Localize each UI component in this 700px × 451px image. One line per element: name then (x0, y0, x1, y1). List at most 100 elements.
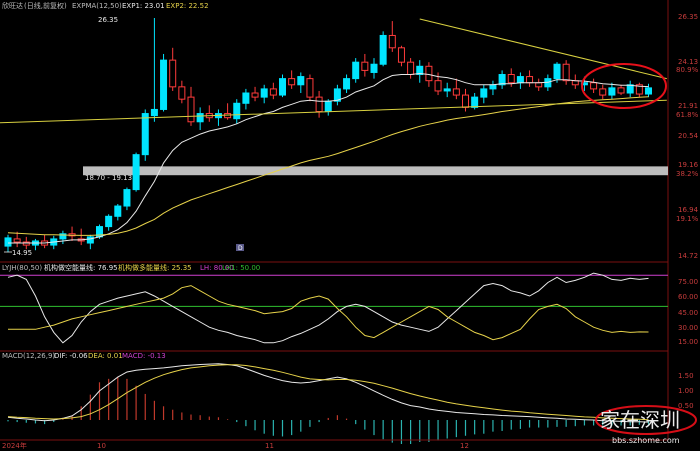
ema-indicator-label: EXPMA(12,50) (72, 2, 122, 10)
gap-zone-band (83, 166, 668, 176)
low-price-label: 14.95 (12, 249, 32, 257)
candle-down (361, 61, 369, 71)
candle-down (599, 88, 607, 96)
ema-slow-line (7, 96, 649, 236)
candle-down (22, 241, 30, 246)
axis-label-fib: 38.2% (676, 170, 699, 178)
resistance-trendline (419, 18, 667, 80)
exp1-value: EXP1: 23.01 (122, 2, 165, 10)
candle-up (608, 87, 616, 96)
candle-up (480, 88, 488, 98)
support-trendline (0, 99, 667, 124)
candle-down (397, 47, 405, 63)
axis-label-price: 16.94 (678, 206, 699, 214)
candle-up (150, 108, 158, 117)
candle-up (343, 78, 351, 90)
candle-up (114, 205, 122, 217)
candle-up (242, 92, 250, 104)
event-marker-letter: D (238, 245, 243, 252)
candle-down (571, 80, 579, 86)
candle-down (13, 238, 21, 243)
highlight-circle (581, 63, 667, 109)
macd-dif-label: DIF: -0.06 (54, 352, 88, 360)
candle-down (452, 88, 460, 96)
candle-up (416, 65, 424, 76)
x-axis-label: 12 (460, 442, 469, 450)
event-marker[interactable] (236, 244, 244, 251)
candle-down (407, 61, 415, 76)
axis-label-price: 20.54 (678, 132, 699, 140)
candle-up (59, 233, 67, 240)
candle-down (434, 80, 442, 92)
axis-label-fib: 61.8% (676, 111, 699, 119)
axis-label-price: 21.91 (678, 102, 698, 110)
candle-down (388, 34, 396, 49)
candle-up (260, 88, 268, 98)
candle-up (516, 76, 524, 84)
x-axis-label: 10 (97, 442, 106, 450)
candle-up (279, 78, 286, 96)
lyjh-axis-label: 60.00 (678, 293, 698, 301)
candle-up (645, 87, 652, 95)
lyjh-lh-label: LH: 80.00 (200, 264, 234, 272)
macd-dea-line (7, 364, 649, 421)
lyjh-lh1-label: LH1: 50.00 (222, 264, 260, 272)
candle-up (123, 189, 131, 207)
candle-up (132, 154, 140, 191)
candle-up (233, 102, 241, 120)
axis-label-fib: 19.1% (676, 215, 699, 223)
high-price-label: 26.35 (98, 16, 118, 24)
axis-label-price: 24.13 (678, 58, 698, 66)
macd-axis-label: 0.50 (678, 402, 694, 410)
candle-up (141, 113, 149, 156)
candle-up (443, 88, 451, 92)
candle-up (370, 63, 378, 73)
candle-up (553, 63, 561, 80)
candle-down (617, 87, 625, 94)
watermark-logo: 家在深圳 bbs.szhome.com (595, 405, 697, 445)
axis-label-price: 26.35 (678, 13, 698, 21)
candle-up (86, 236, 94, 244)
lyjh-short-line-label: 机构做空能量线: 76.95 (44, 263, 118, 272)
macd-dif-line (7, 363, 649, 423)
axis-label-price: 19.16 (678, 161, 699, 169)
candle-down (526, 76, 534, 84)
period-note: (日线,前复权) (24, 1, 67, 10)
candle-down (169, 59, 177, 88)
lyjh-short-energy-line (7, 272, 649, 344)
candle-up (4, 237, 12, 247)
x-axis-label: 11 (265, 442, 274, 450)
x-axis-label: 2024年 (2, 441, 27, 450)
candle-down (535, 82, 543, 88)
lyjh-axis-label: 75.00 (678, 278, 698, 286)
macd-value-label: MACD: -0.13 (122, 352, 166, 360)
lyjh-title: LYJH(80,50) (2, 264, 42, 272)
candle-up (352, 61, 360, 80)
candle-down (635, 84, 643, 95)
lyjh-axis-label: 45.00 (678, 309, 698, 317)
lyjh-long-energy-line (8, 285, 649, 341)
candle-down (462, 94, 469, 108)
watermark-text: 家在深圳 (600, 408, 680, 432)
candle-up (196, 113, 204, 123)
candle-down (425, 65, 433, 82)
watermark-url: bbs.szhome.com (612, 436, 680, 445)
candle-up (105, 215, 113, 228)
candle-up (489, 84, 497, 90)
axis-label-fib: 80.9% (676, 66, 699, 74)
candle-up (160, 59, 168, 110)
candle-up (471, 96, 479, 108)
macd-axis-label: 1.00 (678, 387, 694, 395)
candle-down (562, 63, 570, 82)
lyjh-axis-label: 15.00 (678, 338, 698, 346)
lyjh-axis-label: 30.00 (678, 324, 698, 332)
candle-down (187, 96, 195, 123)
lyjh-long-line-label: 机构做多能量线: 25.35 (118, 263, 192, 272)
candle-up (626, 84, 634, 94)
ema-fast-line (8, 72, 649, 244)
candle-up (297, 76, 305, 86)
macd-axis-label: 1.50 (678, 372, 694, 380)
axis-label-price: 14.72 (678, 252, 698, 260)
stock-name: 欣旺达 (2, 1, 23, 10)
